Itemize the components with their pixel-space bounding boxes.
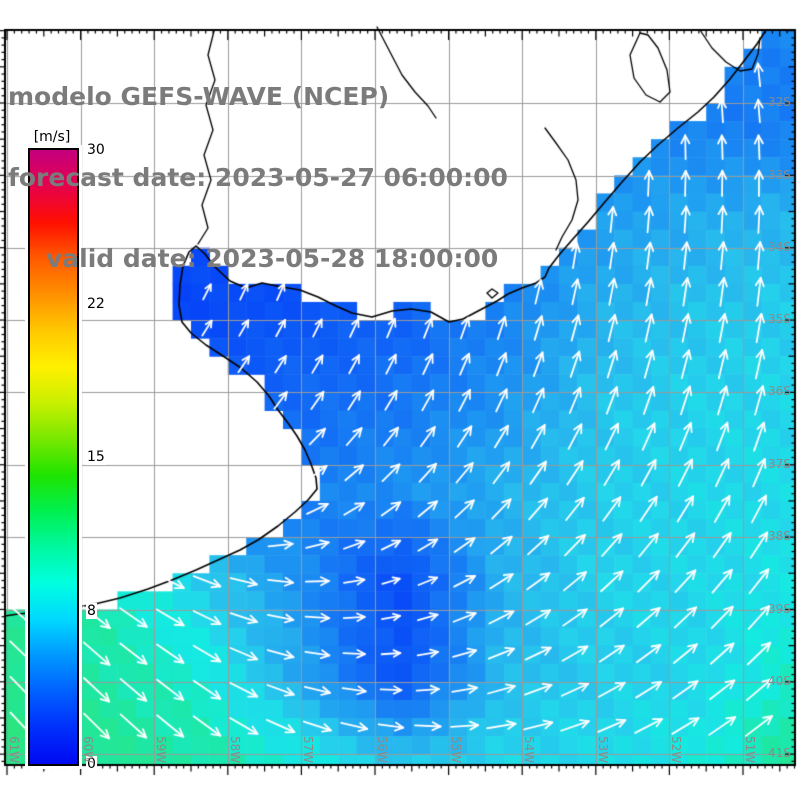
y-axis-tick-label-40S: 40S: [768, 674, 791, 688]
x-axis-tick-label-53W: 53W: [596, 736, 610, 764]
y-axis-tick-label-37S: 37S: [768, 457, 791, 471]
colorbar-tick-15: 15: [86, 449, 106, 465]
x-axis-tick-label-60W: 60W: [81, 736, 95, 764]
x-axis-tick-label-52W: 52W: [669, 736, 683, 764]
y-axis-tick-label-38S: 38S: [768, 529, 791, 543]
x-axis-tick-label-58W: 58W: [228, 736, 242, 764]
plot-title-block: modelo GEFS-WAVE (NCEP) forecast date: 2…: [8, 29, 508, 326]
colorbar-tick-0: 0: [86, 756, 97, 772]
colorbar-tick-22: 22: [86, 295, 106, 312]
y-axis-tick-label-32S: 32S: [768, 95, 791, 109]
model-title: modelo GEFS-WAVE (NCEP): [8, 82, 390, 111]
forecast-date-line: forecast date: 2023-05-27 06:00:00: [8, 163, 508, 192]
x-axis-tick-label-61W: 61W: [7, 736, 21, 764]
x-axis-tick-label-57W: 57W: [301, 736, 315, 764]
y-axis-tick-label-41S: 41S: [768, 746, 791, 760]
colorbar-tick-8: 8: [86, 602, 97, 619]
y-axis-tick-label-35S: 35S: [768, 312, 791, 326]
colorbar-tick-30: 30: [86, 142, 106, 158]
x-axis-tick-label-55W: 55W: [449, 736, 463, 764]
x-axis-tick-label-56W: 56W: [375, 736, 389, 764]
y-axis-tick-label-34S: 34S: [768, 240, 791, 254]
y-axis-tick-label-39S: 39S: [768, 602, 791, 616]
valid-date-line: valid date: 2023-05-28 18:00:00: [46, 244, 499, 273]
colorbar-unit-label: [m/s]: [24, 128, 80, 146]
x-axis-tick-label-54W: 54W: [522, 736, 536, 764]
colorbar-gradient: [28, 148, 79, 766]
colorbar: [28, 148, 79, 766]
y-axis-tick-label-33S: 33S: [768, 168, 791, 182]
x-axis-tick-label-51W: 51W: [743, 736, 757, 764]
y-axis-tick-label-36S: 36S: [768, 384, 791, 398]
x-axis-tick-label-59W: 59W: [154, 736, 168, 764]
